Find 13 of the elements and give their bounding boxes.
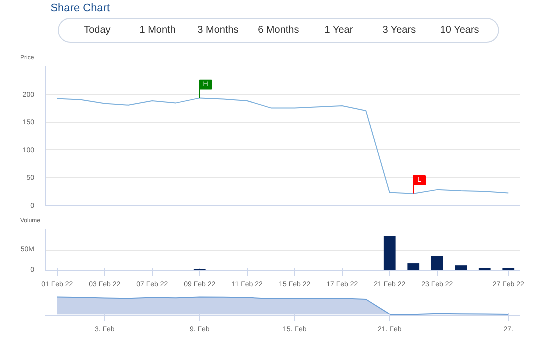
line-series xyxy=(56,98,510,194)
text: 10 Years xyxy=(440,25,480,36)
text: 1 Year xyxy=(324,25,354,36)
bar xyxy=(384,236,396,270)
text: 6 Months xyxy=(258,25,300,36)
bar xyxy=(455,266,468,270)
text: 3 Months xyxy=(198,25,239,36)
bar xyxy=(431,256,444,270)
text: Today xyxy=(84,25,111,36)
text: 3 Years xyxy=(382,25,416,36)
chart-title: Share Chart xyxy=(50,2,110,14)
text: 1 Month xyxy=(140,25,176,36)
bar xyxy=(408,264,420,270)
